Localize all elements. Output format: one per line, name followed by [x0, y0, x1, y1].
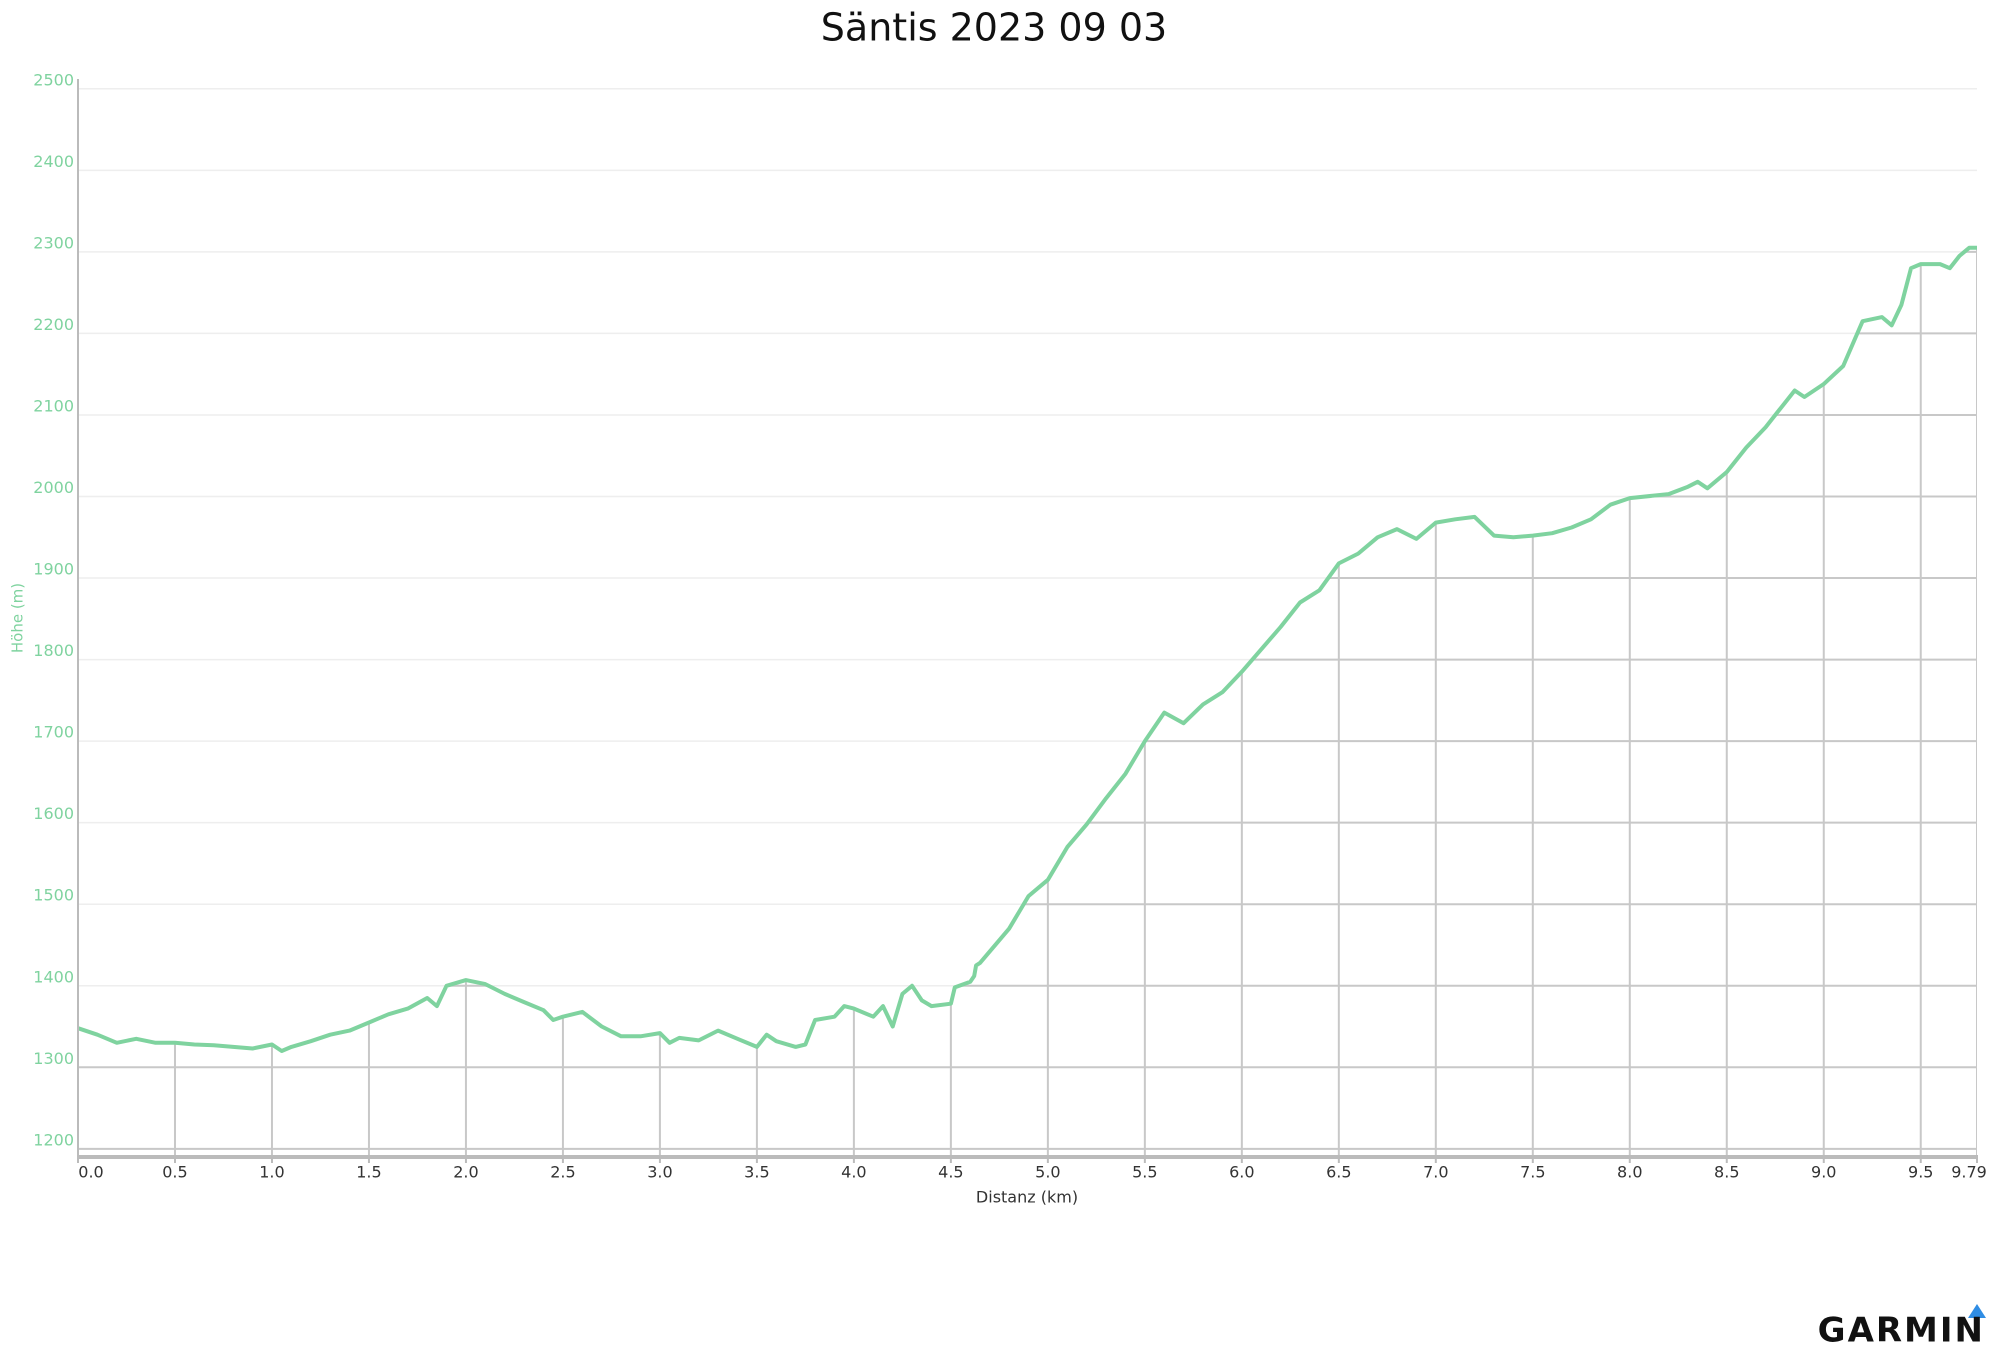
dark-grid	[78, 247, 1977, 1157]
y-tick-label: 1900	[33, 560, 74, 579]
x-tick-label: 3.5	[744, 1163, 769, 1182]
y-tick-label: 1300	[33, 1049, 74, 1068]
x-tick-label: 7.5	[1520, 1163, 1545, 1182]
y-tick-label: 1600	[33, 804, 74, 823]
x-tick-label: 1.0	[259, 1163, 284, 1182]
x-tick-label: 4.0	[841, 1163, 866, 1182]
logo: GARMIN	[1818, 1311, 1985, 1346]
x-tick-label: 2.0	[453, 1163, 478, 1182]
x-tick-label: 9.5	[1908, 1163, 1933, 1182]
x-tick-label: 9.0	[1811, 1163, 1836, 1182]
x-tick-label: 0.0	[78, 1163, 103, 1182]
x-tick-label: 1.5	[356, 1163, 381, 1182]
y-tick-label: 2000	[33, 478, 74, 497]
marks	[77, 245, 1977, 1053]
y-tick-label: 2500	[33, 70, 74, 89]
x-tick-label: 5.0	[1035, 1163, 1060, 1182]
y-tick-label: 1200	[33, 1130, 74, 1149]
elevation-line	[77, 245, 1977, 1053]
y-tick-label: 2100	[33, 396, 74, 415]
x-tick-label: 7.0	[1423, 1163, 1448, 1182]
y-tick-label: 1800	[33, 641, 74, 660]
chart-title: Säntis 2023 09 03	[821, 6, 1167, 50]
x-tick-label: 9.79	[1951, 1163, 1987, 1182]
x-tick-label: 0.5	[162, 1163, 187, 1182]
y-tick-label: 2200	[33, 315, 74, 334]
x-tick-label: 6.0	[1229, 1163, 1254, 1182]
y-axis-label: Höhe (m)	[9, 583, 27, 653]
y-tick-label: 2300	[33, 233, 74, 252]
y-tick-label: 2400	[33, 152, 74, 171]
x-tick-label: 5.5	[1132, 1163, 1157, 1182]
x-tick-label: 6.5	[1326, 1163, 1351, 1182]
x-axis-label: Distanz (km)	[976, 1188, 1078, 1207]
x-tick-label: 2.5	[550, 1163, 575, 1182]
y-tick-label: 1400	[33, 967, 74, 986]
x-tick-label: 4.5	[938, 1163, 963, 1182]
x-tick-label: 8.5	[1714, 1163, 1739, 1182]
x-tick-label: 3.0	[647, 1163, 672, 1182]
logo-triangle	[1968, 1304, 1986, 1318]
y-tick-label: 1700	[33, 723, 74, 742]
light-grid	[78, 88, 1977, 1150]
y-tick-label: 1500	[33, 886, 74, 905]
x-tick-label: 8.0	[1617, 1163, 1642, 1182]
